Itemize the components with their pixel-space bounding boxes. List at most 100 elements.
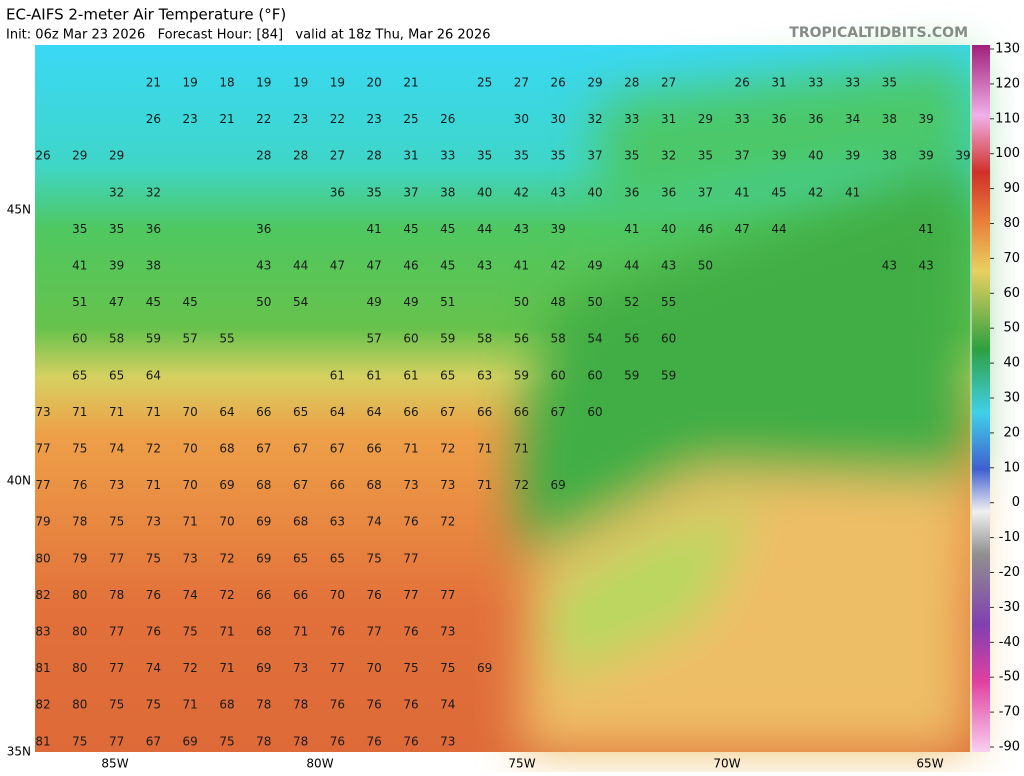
colorbar-label: 50	[1003, 321, 1020, 336]
title: EC-AIFS 2-meter Air Temperature (°F)	[6, 6, 286, 24]
temperature-label: 37	[587, 149, 602, 163]
colorbar-label: -30	[999, 600, 1020, 615]
temperature-label: 77	[403, 588, 418, 602]
temperature-label: 78	[256, 734, 271, 748]
temperature-label: 68	[256, 478, 271, 492]
temperature-label: 61	[330, 368, 345, 382]
temperature-label: 37	[735, 149, 750, 163]
colorbar-label: 90	[1003, 181, 1020, 196]
temperature-label: 72	[514, 478, 529, 492]
temperature-label: 41	[845, 185, 860, 199]
temperature-label: 76	[403, 515, 418, 529]
temperature-label: 72	[146, 442, 161, 456]
temperature-label: 32	[146, 185, 161, 199]
temperature-label: 65	[293, 405, 308, 419]
temperature-label: 29	[109, 149, 124, 163]
temperature-label: 59	[514, 368, 529, 382]
temperature-label: 77	[403, 551, 418, 565]
temperature-label: 40	[587, 185, 602, 199]
temperature-label: 36	[661, 185, 676, 199]
temperature-label: 67	[256, 442, 271, 456]
temperature-label: 39	[955, 149, 970, 163]
temperature-label: 71	[183, 515, 198, 529]
temperature-label: 74	[109, 442, 124, 456]
temperature-label: 26	[146, 112, 161, 126]
temperature-label: 37	[403, 185, 418, 199]
colorbar-label: -90	[999, 740, 1020, 755]
temperature-label: 77	[367, 625, 382, 639]
temperature-label: 70	[219, 515, 234, 529]
temperature-label: 41	[919, 222, 934, 236]
subtitle: Init: 06z Mar 23 2026 Forecast Hour: [84…	[6, 28, 491, 43]
temperature-label: 64	[367, 405, 382, 419]
temperature-label: 61	[367, 368, 382, 382]
temperature-label: 65	[293, 551, 308, 565]
temperature-label: 66	[293, 588, 308, 602]
temperature-label: 70	[367, 661, 382, 675]
temperature-label: 76	[72, 478, 87, 492]
temperature-label: 71	[183, 698, 198, 712]
temperature-label: 40	[477, 185, 492, 199]
temperature-label: 45	[771, 185, 786, 199]
longitude-label: 65W	[916, 757, 943, 771]
longitude-label: 80W	[306, 757, 333, 771]
temperature-label: 23	[183, 112, 198, 126]
longitude-label: 75W	[508, 757, 535, 771]
temperature-label: 39	[771, 149, 786, 163]
temperature-label: 30	[551, 112, 566, 126]
temperature-label: 75	[183, 625, 198, 639]
temperature-label: 21	[219, 112, 234, 126]
temperature-label: 75	[146, 698, 161, 712]
temperature-label: 60	[403, 332, 418, 346]
temperature-label: 47	[109, 295, 124, 309]
temperature-label: 57	[367, 332, 382, 346]
temperature-label: 40	[808, 149, 823, 163]
temperature-label: 58	[109, 332, 124, 346]
temperature-label: 47	[735, 222, 750, 236]
temperature-label: 35	[514, 149, 529, 163]
temperature-label: 27	[330, 149, 345, 163]
temperature-label: 73	[403, 478, 418, 492]
temperature-label: 68	[367, 478, 382, 492]
temperature-label: 55	[661, 295, 676, 309]
temperature-label: 67	[293, 478, 308, 492]
temperature-label: 75	[109, 515, 124, 529]
temperature-label: 68	[293, 515, 308, 529]
temperature-label: 33	[808, 76, 823, 90]
temperature-label: 30	[514, 112, 529, 126]
temperature-label: 38	[882, 149, 897, 163]
colorbar-label: 20	[1003, 425, 1020, 440]
temperature-label: 69	[256, 515, 271, 529]
temperature-label: 78	[109, 588, 124, 602]
temperature-label: 67	[551, 405, 566, 419]
temperature-label: 76	[146, 588, 161, 602]
temperature-label: 76	[367, 734, 382, 748]
temperature-label: 39	[109, 259, 124, 273]
temperature-label: 46	[403, 259, 418, 273]
temperature-label: 60	[661, 332, 676, 346]
temperature-label: 65	[440, 368, 455, 382]
temperature-label: 36	[624, 185, 639, 199]
temperature-label: 71	[72, 405, 87, 419]
temperature-label: 75	[109, 698, 124, 712]
temperature-label: 32	[587, 112, 602, 126]
ocean	[520, 60, 970, 752]
temperature-label: 55	[219, 332, 234, 346]
temperature-label: 71	[403, 442, 418, 456]
temperature-label: 75	[72, 734, 87, 748]
temperature-label: 74	[440, 698, 455, 712]
temperature-label: 71	[219, 625, 234, 639]
temperature-label: 69	[183, 734, 198, 748]
temperature-label: 81	[35, 734, 50, 748]
temperature-label: 61	[403, 368, 418, 382]
temperature-label: 43	[477, 259, 492, 273]
temperature-label: 73	[440, 625, 455, 639]
temperature-label: 66	[403, 405, 418, 419]
temperature-label: 39	[919, 112, 934, 126]
temperature-label: 73	[440, 478, 455, 492]
temperature-label: 19	[183, 76, 198, 90]
temperature-label: 27	[661, 76, 676, 90]
colorbar-label: 130	[995, 42, 1020, 57]
colorbar-label: 60	[1003, 286, 1020, 301]
temperature-label: 29	[72, 149, 87, 163]
